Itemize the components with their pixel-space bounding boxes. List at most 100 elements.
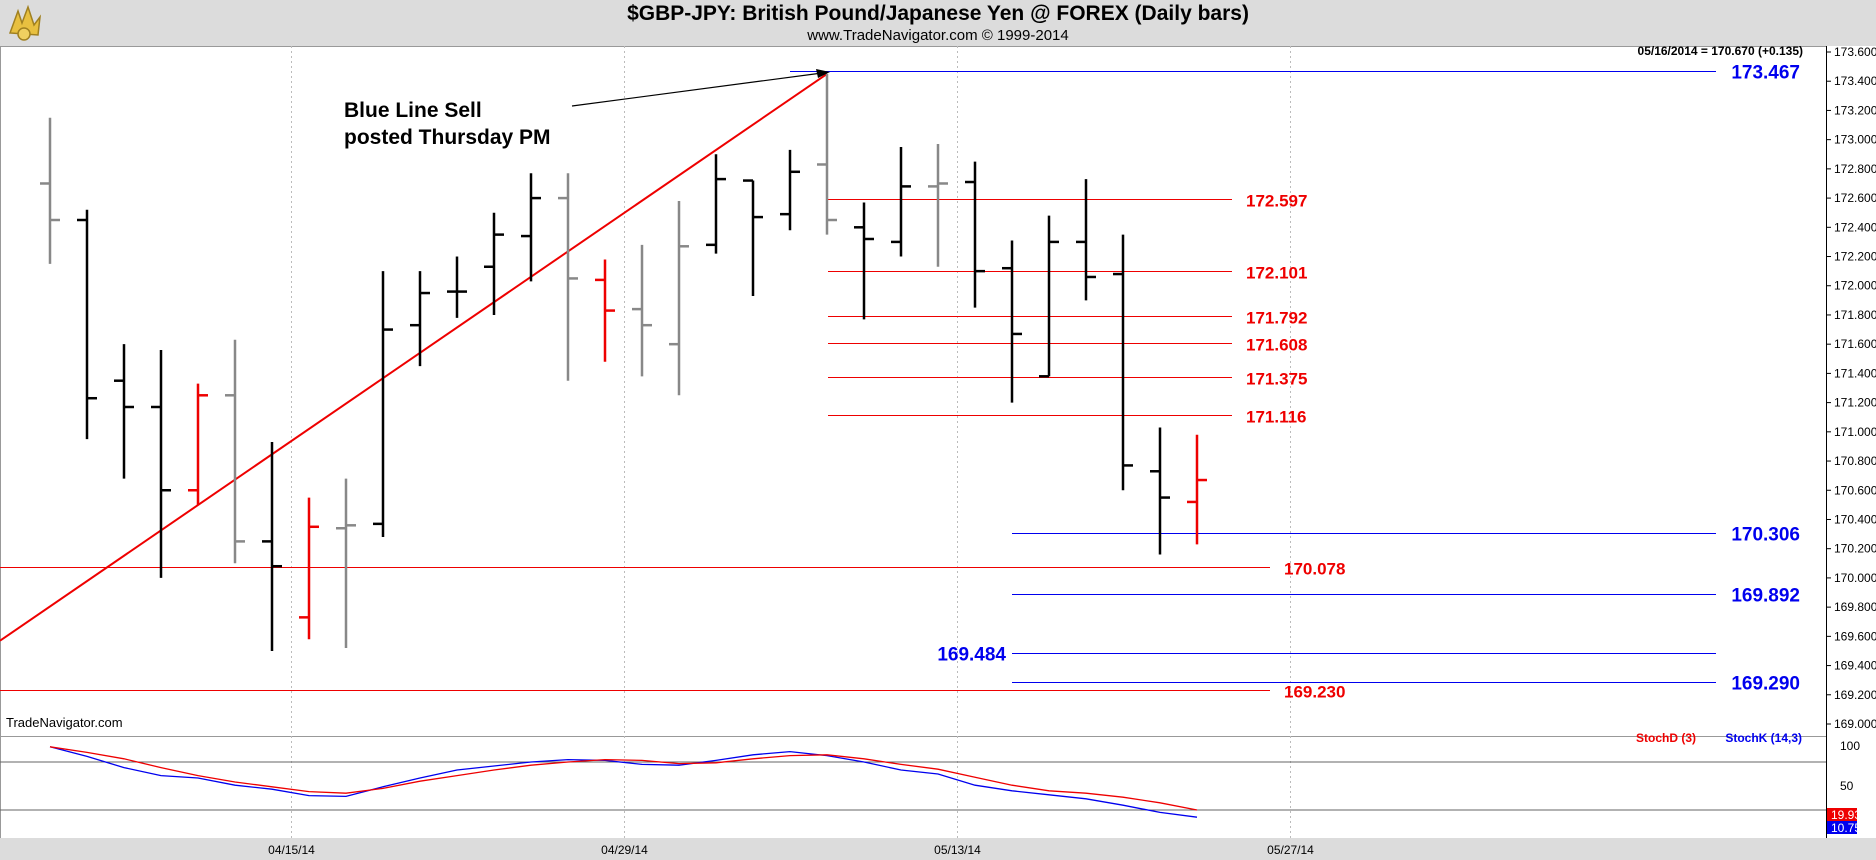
trade-navigator-logo-icon	[8, 4, 42, 41]
annotation-line-1: Blue Line Sell	[344, 99, 482, 122]
annotation-line-2: posted Thursday PM	[344, 126, 551, 149]
price-tick-label: 173.600	[1834, 45, 1876, 59]
ohlc-bar	[521, 173, 541, 282]
price-panel-frame	[0, 46, 1827, 737]
ohlc-bar	[928, 144, 948, 267]
price-bars	[40, 73, 1207, 651]
price-tick-label: 171.800	[1834, 308, 1876, 322]
ohlc-bar	[1187, 434, 1207, 545]
price-tick-label: 173.400	[1834, 74, 1876, 88]
price-tick-label: 173.000	[1834, 133, 1876, 147]
red-trendline	[0, 73, 828, 642]
price-tick-label: 170.200	[1834, 542, 1876, 556]
ohlc-bar	[40, 117, 60, 264]
price-tick-label: 169.200	[1834, 688, 1876, 702]
ohlc-bar	[780, 149, 800, 231]
ohlc-bar	[484, 212, 504, 315]
ohlc-bar	[1002, 240, 1022, 403]
price-tick-label: 172.800	[1834, 162, 1876, 176]
stoch-d-line	[49, 746, 1198, 811]
blue-level-label: 169.892	[1731, 586, 1800, 607]
ohlc-bar	[1113, 234, 1133, 491]
ohlc-bar	[965, 161, 985, 308]
red-level-label: 172.101	[1246, 264, 1307, 283]
price-tick-label: 172.600	[1834, 191, 1876, 205]
stoch-d-legend: StochD (3)	[1636, 731, 1696, 745]
red-level-label: 171.375	[1246, 370, 1307, 389]
red-level-label: 171.608	[1246, 336, 1307, 355]
red-level-label: 171.792	[1246, 309, 1307, 328]
red-level-label: 169.230	[1284, 683, 1345, 702]
red-level-label: 172.597	[1246, 192, 1307, 211]
price-tick-label: 170.400	[1834, 512, 1876, 526]
price-tick-label: 171.600	[1834, 337, 1876, 351]
annotation-arrow	[571, 69, 830, 107]
last-quote: 05/16/2014 = 170.670 (+0.135)	[1638, 44, 1803, 58]
ohlc-bar	[817, 73, 837, 235]
stoch-k-legend: StochK (14,3)	[1725, 731, 1802, 745]
ohlc-bar	[743, 179, 763, 296]
price-axis: 173.600 173.400 173.200 173.000 172.800 172.6…	[1826, 45, 1876, 838]
ohlc-bar	[151, 350, 171, 578]
stoch-k-value-box	[1827, 821, 1857, 834]
stoch-k-line	[49, 746, 1198, 818]
price-tick-label: 170.800	[1834, 454, 1876, 468]
price-tick-label: 171.400	[1834, 366, 1876, 380]
ohlc-bar	[114, 344, 134, 479]
price-tick-label: 172.400	[1834, 220, 1876, 234]
price-tick-label: 169.800	[1834, 600, 1876, 614]
ohlc-bar	[299, 497, 319, 640]
chart-subtitle: www.TradeNavigator.com © 1999-2014	[807, 27, 1069, 44]
blue-level-label: 169.484	[937, 645, 1006, 666]
blue-level-label: 173.467	[1731, 63, 1800, 84]
date-axis: 04/15/14 04/29/14 05/13/14 05/27/14	[268, 843, 1314, 857]
price-tick-label: 170.000	[1834, 571, 1876, 585]
ohlc-bar	[706, 154, 726, 254]
ohlc-bar	[558, 173, 578, 381]
stoch-tick-label: 50	[1840, 779, 1854, 793]
ohlc-bar	[1076, 179, 1096, 301]
stoch-d-value: 19.93	[1831, 808, 1861, 822]
ohlc-bar	[1039, 215, 1059, 378]
date-label: 04/15/14	[268, 843, 315, 857]
price-tick-label: 172.200	[1834, 250, 1876, 264]
red-level-label: 171.116	[1246, 408, 1307, 427]
price-tick-label: 169.600	[1834, 629, 1876, 643]
price-tick-label: 171.200	[1834, 396, 1876, 410]
ohlc-bar	[410, 271, 430, 367]
ohlc-bar	[1150, 427, 1170, 555]
ohlc-bar	[891, 146, 911, 257]
price-tick-label: 169.400	[1834, 659, 1876, 673]
price-tick-label: 171.000	[1834, 425, 1876, 439]
ohlc-bar	[77, 209, 97, 440]
watermark-text: TradeNavigator.com	[6, 715, 123, 730]
date-label: 05/13/14	[934, 843, 981, 857]
blue-level-label: 170.306	[1731, 525, 1800, 546]
ohlc-bar	[669, 201, 689, 396]
level-lines: 172.597 172.101 171.792 171.608 171.375 171.1…	[0, 63, 1800, 702]
ohlc-bar	[854, 202, 874, 320]
ohlc-bar	[595, 259, 615, 362]
blue-level-label: 169.290	[1731, 674, 1800, 695]
ohlc-bar	[262, 442, 282, 651]
ohlc-bar	[447, 256, 467, 318]
ohlc-bar	[225, 339, 245, 564]
date-label: 04/29/14	[601, 843, 648, 857]
price-tick-label: 170.600	[1834, 483, 1876, 497]
red-level-label: 170.078	[1284, 560, 1345, 579]
ohlc-bar	[373, 271, 393, 538]
price-tick-label: 169.000	[1834, 717, 1876, 731]
price-tick-label: 172.000	[1834, 279, 1876, 293]
trendline	[0, 73, 828, 642]
date-label: 05/27/14	[1267, 843, 1314, 857]
chart-header: $GBP-JPY: British Pound/Japanese Yen @ F…	[0, 0, 1876, 46]
ohlc-bar	[632, 244, 652, 377]
ohlc-bar	[336, 478, 356, 649]
ohlc-bar	[188, 383, 208, 505]
stoch-d-value-box	[1827, 808, 1857, 821]
stoch-tick-label: 100	[1840, 739, 1860, 753]
chart-title: $GBP-JPY: British Pound/Japanese Yen @ F…	[627, 2, 1249, 25]
date-axis-bar	[0, 838, 1876, 860]
